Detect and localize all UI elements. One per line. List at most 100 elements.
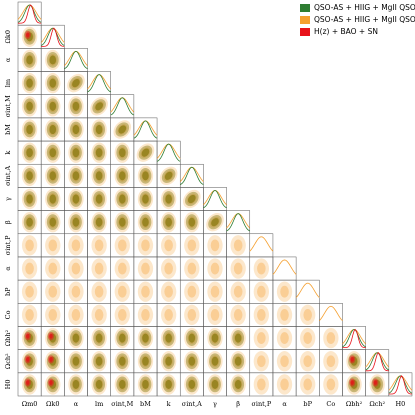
marginal-curve: [203, 189, 227, 209]
contour-1sigma: [48, 285, 58, 298]
contour-1sigma: [72, 148, 80, 158]
contour-2sigma: [68, 304, 84, 326]
contour-2sigma: [114, 258, 130, 279]
contour-1sigma: [25, 285, 34, 298]
contour-1sigma: [257, 285, 266, 298]
legend-swatch: [300, 28, 310, 36]
contour-1sigma: [72, 101, 80, 111]
contour-1sigma: [49, 78, 57, 88]
y-axis-label: bP: [4, 287, 12, 296]
x-axis-label: α: [282, 400, 287, 408]
contour-1sigma: [94, 239, 104, 252]
contour-2sigma: [276, 281, 293, 302]
contour-1sigma: [72, 124, 80, 135]
contour-1sigma: [26, 217, 33, 227]
contour-2sigma: [207, 281, 223, 302]
contour-2sigma: [184, 281, 200, 302]
contour-1sigma: [210, 239, 220, 252]
contour-2sigma: [253, 258, 270, 279]
y-axis-label: α: [4, 266, 12, 271]
contour-1sigma: [164, 262, 173, 275]
marginal-curve: [156, 143, 181, 159]
contour-1sigma: [48, 239, 58, 252]
contour-1sigma: [94, 308, 104, 321]
contour-2sigma: [21, 304, 38, 326]
contour-2sigma: [323, 351, 339, 372]
contour-1sigma: [142, 356, 149, 366]
contour-1sigma: [26, 194, 33, 204]
contour-1sigma: [303, 355, 312, 368]
marginal-curve: [365, 352, 390, 371]
contour-2sigma: [300, 327, 316, 349]
x-axis-label: Ωk0: [46, 400, 59, 408]
y-axis-label: Ωbh²: [4, 329, 12, 346]
contour-1sigma: [233, 285, 243, 298]
contour-2sigma: [21, 258, 38, 279]
panel-frame: [249, 233, 274, 258]
contour-2sigma: [253, 327, 270, 349]
contour-1sigma: [141, 285, 150, 298]
contour-1sigma: [188, 356, 196, 366]
contour-2sigma: [114, 304, 130, 326]
panel-frame: [365, 349, 390, 374]
contour-2sigma: [137, 258, 154, 279]
contour-1sigma: [257, 378, 266, 391]
contour-1sigma: [25, 308, 34, 321]
x-axis-label: Ωm0: [22, 400, 38, 408]
panel-frame: [388, 372, 413, 397]
contour-1sigma: [72, 217, 80, 227]
contour-1sigma: [257, 262, 266, 275]
contour-2sigma: [230, 235, 246, 256]
contour-1sigma: [142, 217, 149, 227]
y-axis-label: α: [4, 57, 12, 62]
legend-swatch: [300, 4, 310, 12]
contour-1sigma: [49, 148, 57, 158]
contour-1sigma: [49, 124, 57, 135]
marginal-curve: [110, 97, 135, 116]
marginal-curve: [203, 189, 227, 206]
contour-2sigma: [21, 235, 38, 256]
panel-frame: [17, 1, 42, 26]
panel-frame: [272, 256, 297, 281]
contour-1sigma: [142, 379, 149, 389]
contour-2sigma: [230, 258, 246, 279]
contour-1sigma: [118, 262, 127, 275]
contour-1sigma: [26, 101, 33, 111]
contour-1sigma: [142, 194, 149, 204]
panel-frame: [342, 326, 366, 350]
contour-1sigma: [72, 79, 80, 88]
contour-1sigma: [303, 308, 312, 321]
panel-frame: [203, 187, 227, 211]
marginal-curve: [249, 236, 274, 252]
legend-label: QSO-AS + HIIG + MgII QSO + A118: [314, 3, 415, 12]
marginal-curve: [17, 4, 42, 23]
contour-1sigma: [233, 308, 243, 321]
contour-1sigma: [71, 285, 81, 298]
contour-1sigma: [49, 55, 57, 65]
x-axis-label: Ωbh²: [346, 400, 363, 408]
y-axis-label: bM: [4, 124, 12, 135]
contour-1sigma: [211, 379, 219, 389]
contour-1sigma: [71, 308, 81, 321]
marginal-curve: [295, 282, 320, 298]
x-axis-label: Ωch²: [369, 400, 385, 408]
contour-1sigma: [280, 378, 289, 391]
contour-1sigma: [210, 285, 220, 298]
y-axis-label: σint,M: [4, 95, 12, 117]
x-axis-label: k: [167, 400, 171, 408]
marginal-curve: [133, 120, 158, 139]
contour-1sigma: [25, 380, 30, 385]
y-axis-label: β: [4, 220, 12, 224]
contour-2sigma: [45, 235, 61, 256]
contour-2sigma: [45, 304, 61, 326]
contour-2sigma: [91, 258, 107, 279]
contour-1sigma: [165, 333, 172, 343]
y-axis-label: Co: [4, 310, 12, 319]
x-axis-label: β: [236, 400, 240, 408]
marginal-curve: [87, 74, 112, 90]
contour-1sigma: [234, 379, 242, 389]
x-axis-label: H0: [396, 400, 406, 408]
contour-1sigma: [94, 262, 104, 275]
panel-frame: [319, 303, 343, 327]
contour-1sigma: [210, 262, 220, 275]
